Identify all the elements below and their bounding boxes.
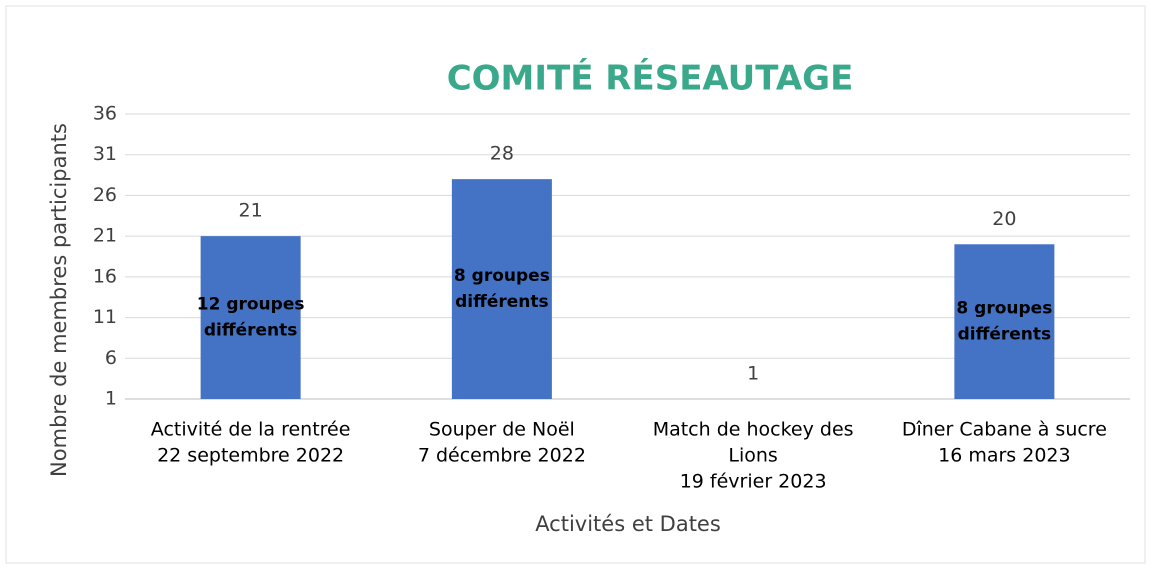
y-tick-label: 11 xyxy=(93,306,117,328)
bar-annotation: 8 groupes xyxy=(454,266,550,286)
data-label: 20 xyxy=(992,208,1016,230)
bar-annotation: 8 groupes xyxy=(956,299,1052,319)
x-tick-label: Activité de la rentrée xyxy=(151,419,351,441)
x-tick-label: Dîner Cabane à sucre xyxy=(902,419,1107,441)
bar-annotation: différents xyxy=(204,321,298,341)
bar-annotation: différents xyxy=(455,292,549,312)
bar xyxy=(954,244,1055,399)
data-label: 28 xyxy=(490,143,514,165)
y-tick-label: 1 xyxy=(105,388,117,410)
y-tick-label: 21 xyxy=(93,225,117,247)
bar xyxy=(200,236,301,399)
bar-annotation: 12 groupes xyxy=(197,295,305,315)
x-tick-label: 16 mars 2023 xyxy=(938,445,1070,467)
x-tick-label: 7 décembre 2022 xyxy=(418,445,586,467)
x-tick-label: Match de hockey des xyxy=(653,419,854,441)
x-tick-label: 22 septembre 2022 xyxy=(157,445,344,467)
y-axis-title: Nombre de membres participants xyxy=(47,123,71,477)
data-label: 21 xyxy=(239,200,263,222)
y-tick-label: 16 xyxy=(93,265,117,287)
x-tick-label: Souper de Noël xyxy=(429,419,575,441)
chart-title: COMITÉ RÉSEAUTAGE xyxy=(447,58,854,99)
bar xyxy=(451,179,552,399)
x-tick-label: Lions xyxy=(728,445,777,467)
x-axis-title: Activités et Dates xyxy=(535,512,721,536)
y-tick-label: 36 xyxy=(93,103,117,125)
data-label: 1 xyxy=(747,363,759,385)
y-tick-label: 6 xyxy=(105,347,117,369)
bar-annotation: différents xyxy=(958,325,1052,345)
x-tick-label: 19 février 2023 xyxy=(680,471,827,493)
y-tick-label: 26 xyxy=(93,184,117,206)
y-tick-label: 31 xyxy=(93,143,117,165)
